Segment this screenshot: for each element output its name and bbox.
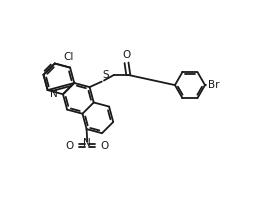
Text: Cl: Cl: [64, 52, 74, 62]
Text: Br: Br: [208, 80, 219, 90]
Text: S: S: [103, 70, 109, 80]
Text: O: O: [66, 141, 74, 151]
Text: N: N: [83, 138, 91, 149]
Text: O: O: [122, 50, 131, 60]
Text: N: N: [50, 89, 58, 99]
Text: O: O: [100, 141, 109, 151]
